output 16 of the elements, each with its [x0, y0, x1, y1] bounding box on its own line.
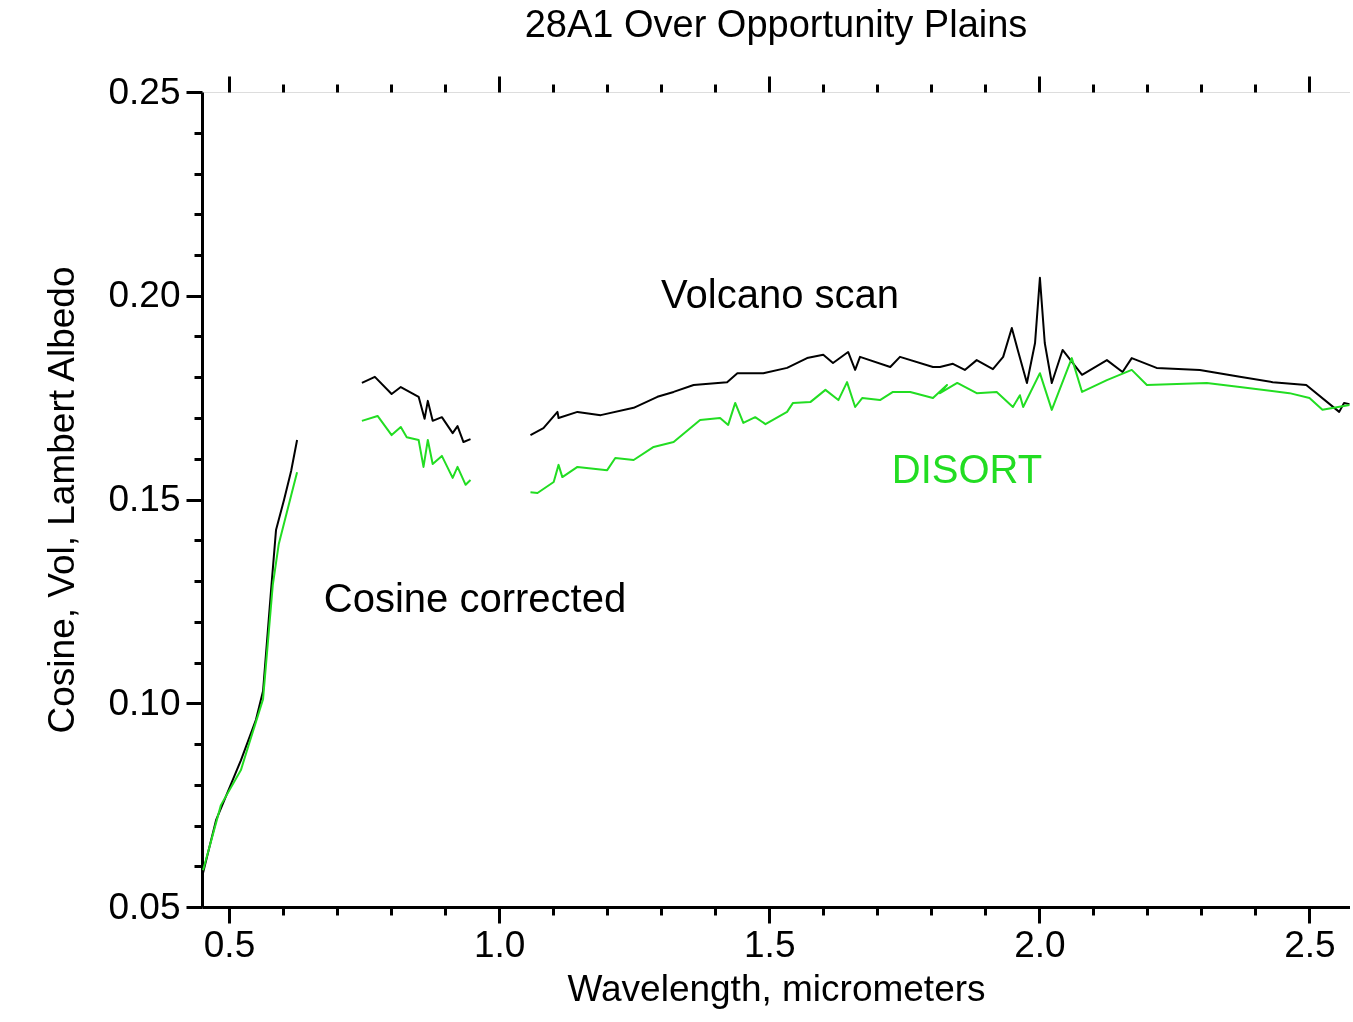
y-tick-label: 0.25 [108, 70, 181, 112]
x-tick-label: 0.5 [203, 923, 256, 965]
y-tick-label: 0.10 [108, 681, 181, 723]
series-label: Volcano scan [661, 272, 899, 316]
series-label: DISORT [891, 447, 1043, 491]
y-tick-label: 0.20 [108, 274, 181, 316]
y-axis-title: Cosine, Vol, Lambert Albedo [41, 266, 83, 734]
y-tick-label: 0.15 [108, 478, 181, 519]
annotation: Cosine corrected [323, 576, 627, 620]
x-tick-label: 2.0 [1014, 923, 1066, 965]
x-tick-label: 1.5 [744, 923, 796, 965]
x-axis-title: Wavelength, micrometers [567, 967, 986, 1009]
x-tick-label: 2.5 [1284, 923, 1336, 965]
y-tick-label: 0.05 [108, 885, 181, 927]
chart-title: 28A1 Over Opportunity Plains [524, 3, 1028, 45]
x-tick-label: 1.0 [473, 923, 526, 965]
